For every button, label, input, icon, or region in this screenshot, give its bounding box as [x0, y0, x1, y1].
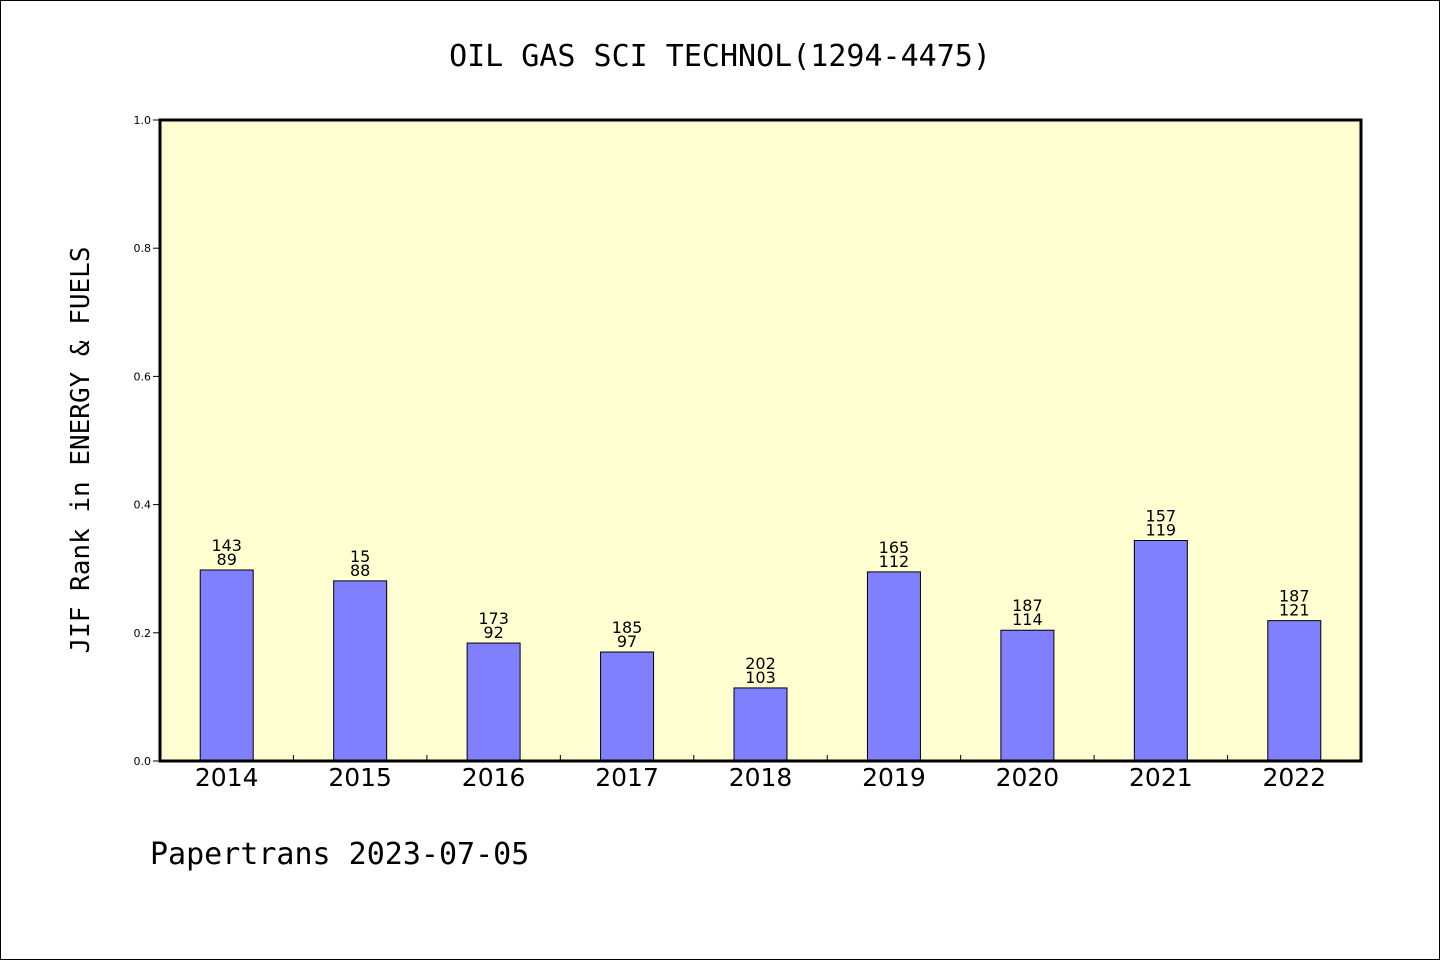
bar-2017: [600, 651, 655, 762]
bar-label-bottom: 89: [217, 550, 237, 569]
bar-label-top: 15: [350, 547, 370, 566]
bar-label-top: 173: [478, 609, 509, 628]
footer-text: Papertrans 2023-07-05: [150, 837, 529, 872]
bar-label-bottom: 92: [483, 623, 503, 642]
y-tick-label: 0.6: [134, 370, 152, 383]
x-tick-label: 2014: [195, 763, 259, 792]
bar-2019: [866, 571, 921, 762]
bar-label-bottom: 119: [1146, 520, 1177, 539]
chart-title: OIL GAS SCI TECHNOL(1294-4475): [449, 39, 991, 74]
bar-2021: [1133, 539, 1188, 762]
y-tick-label: 1.0: [134, 114, 152, 127]
bar-label-bottom: 112: [879, 552, 910, 571]
x-axis-ticks: 2014 2015 2016 2017 2018 2019 2020 2021 2022: [195, 755, 1326, 792]
bar-label-top: 187: [1012, 596, 1043, 615]
bar-2018: [733, 687, 788, 762]
bar-2015: [333, 580, 388, 762]
y-tick-label: 0.0: [134, 755, 152, 768]
y-axis-ticks: 0.0 0.2 0.4 0.6 0.8 1.0: [134, 114, 160, 768]
x-tick-label: 2015: [328, 763, 392, 792]
y-tick-label: 0.8: [134, 242, 152, 255]
y-tick-label: 0.2: [134, 627, 152, 640]
x-tick-label: 2022: [1262, 763, 1326, 792]
plot-border: [158, 118, 1363, 763]
bar-label-bottom: 114: [1012, 610, 1043, 629]
bar-label-bottom: 97: [617, 632, 637, 651]
bar-label-bottom: 88: [350, 561, 370, 580]
x-tick-label: 2021: [1129, 763, 1193, 792]
bar-label-top: 202: [745, 654, 776, 673]
x-tick-label: 2016: [462, 763, 526, 792]
bars: [199, 539, 1322, 762]
x-tick-label: 2018: [729, 763, 793, 792]
bar-label-top: 187: [1279, 587, 1310, 606]
bar-label-bottom: 103: [745, 668, 776, 687]
bar-label-bottom: 121: [1279, 601, 1310, 620]
bar-label-top: 165: [879, 538, 910, 557]
bar-2014: [199, 569, 254, 762]
bar-label-top: 143: [211, 536, 242, 555]
x-tick-label: 2020: [996, 763, 1060, 792]
x-tick-label: 2017: [595, 763, 659, 792]
bar-2016: [466, 642, 521, 762]
bar-label-top: 185: [612, 618, 643, 637]
y-axis-label: JIF Rank in ENERGY & FUELS: [66, 247, 96, 654]
bar-2020: [1000, 629, 1055, 762]
x-tick-label: 2019: [862, 763, 926, 792]
bar-label-top: 157: [1146, 506, 1177, 525]
y-tick-label: 0.4: [134, 499, 152, 512]
bar-2022: [1267, 620, 1322, 762]
